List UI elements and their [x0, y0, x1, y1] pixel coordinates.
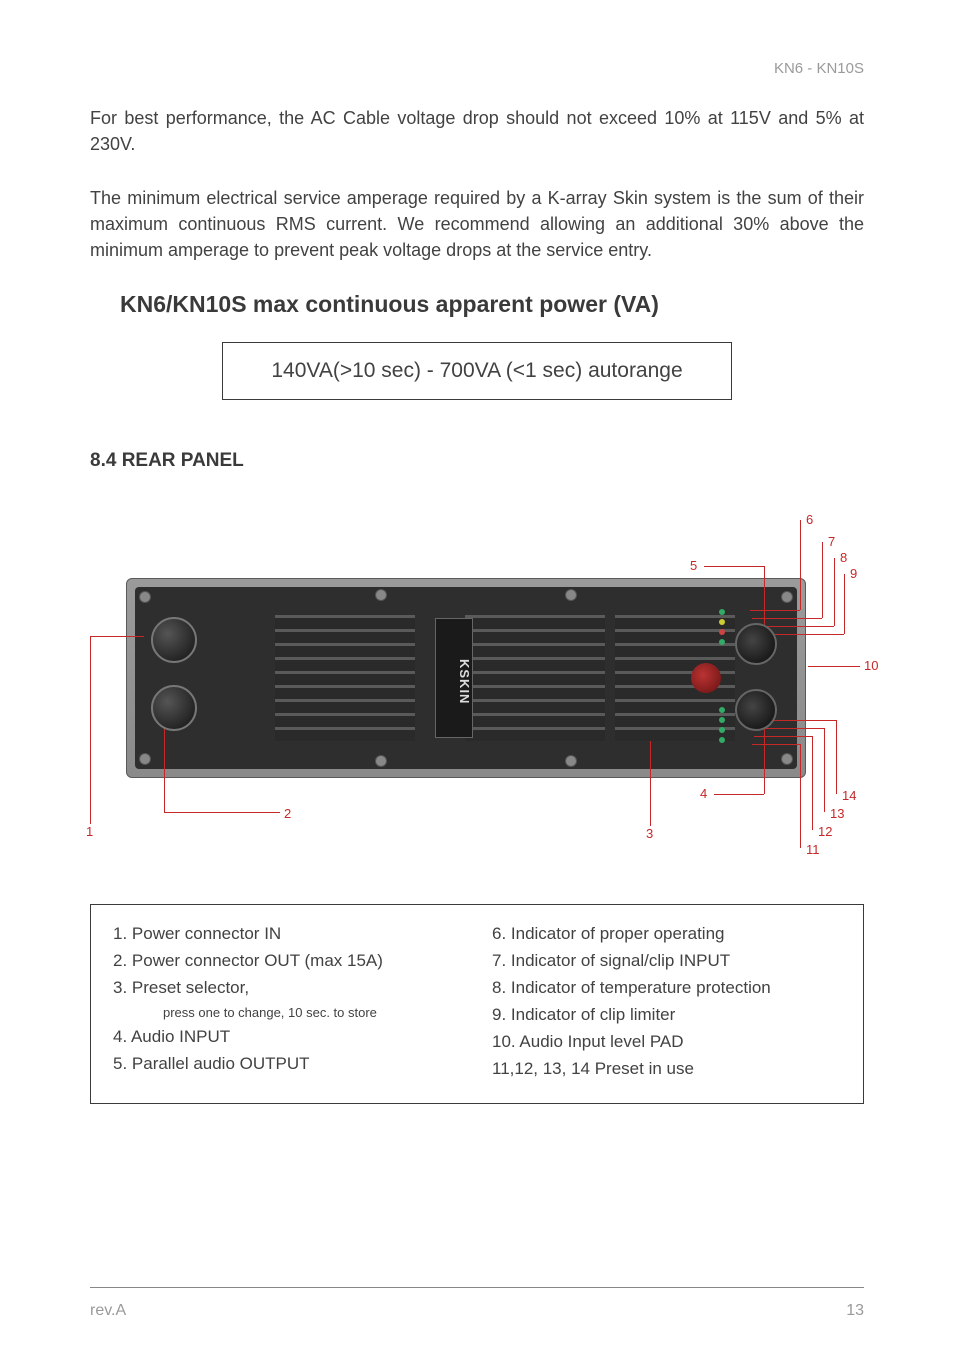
callout-7: 7: [828, 534, 835, 549]
callout-9: 9: [850, 566, 857, 581]
callout-line: [704, 566, 764, 567]
screw-icon: [139, 591, 151, 603]
callout-line: [834, 558, 835, 626]
callout-14: 14: [842, 788, 856, 803]
kskin-badge: KSKIN: [435, 618, 473, 738]
callout-line: [90, 636, 144, 637]
audio-input-xlr-icon: [735, 623, 777, 665]
heatsink-fins: [465, 615, 605, 741]
power-in-connector-icon: [151, 617, 197, 663]
legend-item: 2. Power connector OUT (max 15A): [113, 950, 462, 973]
led-icon: [719, 737, 725, 743]
callout-12: 12: [818, 824, 832, 839]
callout-line: [714, 794, 764, 795]
callout-2: 2: [284, 806, 291, 821]
legend-item: 11,12, 13, 14 Preset in use: [492, 1058, 841, 1081]
legend-item: 9. Indicator of clip limiter: [492, 1004, 841, 1027]
legend-item: 5. Parallel audio OUTPUT: [113, 1053, 462, 1076]
legend-item: 10. Audio Input level PAD: [492, 1031, 841, 1054]
callout-line: [808, 666, 860, 667]
panel-illustration: KSKIN: [126, 578, 806, 778]
callout-5: 5: [690, 558, 697, 573]
screw-icon: [781, 591, 793, 603]
callout-line: [836, 720, 837, 794]
paragraph-1: For best performance, the AC Cable volta…: [90, 105, 864, 157]
led-icon: [719, 707, 725, 713]
status-leds-top: [719, 609, 725, 649]
callout-6: 6: [806, 512, 813, 527]
va-title: KN6/KN10S max continuous apparent power …: [120, 291, 864, 318]
screw-icon: [375, 755, 387, 767]
screw-icon: [375, 589, 387, 601]
legend-right-column: 6. Indicator of proper operating 7. Indi…: [492, 923, 841, 1085]
led-icon: [719, 727, 725, 733]
page-footer: rev.A 13: [90, 1287, 864, 1320]
led-icon: [719, 609, 725, 615]
callout-line: [844, 574, 845, 634]
callout-4: 4: [700, 786, 707, 801]
screw-icon: [139, 753, 151, 765]
callout-line: [164, 812, 280, 813]
rear-panel-diagram: KSKIN: [86, 508, 876, 878]
va-value-box: 140VA(>10 sec) - 700VA (<1 sec) autorang…: [222, 342, 732, 400]
header-product: KN6 - KN10S: [90, 60, 864, 77]
legend-item: 6. Indicator of proper operating: [492, 923, 841, 946]
rear-panel-heading: 8.4 REAR PANEL: [90, 450, 864, 472]
revision-label: rev.A: [90, 1302, 126, 1320]
callout-3: 3: [646, 826, 653, 841]
legend-item: 4. Audio INPUT: [113, 1026, 462, 1049]
status-leds-bottom: [719, 707, 725, 747]
callout-11: 11: [806, 842, 820, 857]
legend-item-sub: press one to change, 10 sec. to store: [163, 1004, 462, 1022]
page-number: 13: [846, 1302, 864, 1320]
screw-icon: [565, 589, 577, 601]
callout-line: [822, 542, 823, 618]
led-icon: [719, 639, 725, 645]
callout-line: [812, 736, 813, 830]
callout-line: [90, 636, 91, 824]
callout-10: 10: [864, 658, 878, 673]
legend-item: 7. Indicator of signal/clip INPUT: [492, 950, 841, 973]
paragraph-2: The minimum electrical service amperage …: [90, 185, 864, 263]
legend-box: 1. Power connector IN 2. Power connector…: [90, 904, 864, 1104]
screw-icon: [781, 753, 793, 765]
heatsink-fins: [275, 615, 415, 741]
callout-line: [800, 520, 801, 610]
screw-icon: [565, 755, 577, 767]
led-icon: [719, 619, 725, 625]
audio-output-xlr-icon: [735, 689, 777, 731]
callout-line: [824, 728, 825, 812]
led-icon: [719, 629, 725, 635]
callout-8: 8: [840, 550, 847, 565]
legend-item: 3. Preset selector,: [113, 977, 462, 1000]
legend-item: 1. Power connector IN: [113, 923, 462, 946]
legend-left-column: 1. Power connector IN 2. Power connector…: [113, 923, 462, 1085]
power-out-connector-icon: [151, 685, 197, 731]
callout-1: 1: [86, 824, 93, 839]
callout-line: [800, 744, 801, 848]
callout-13: 13: [830, 806, 844, 821]
legend-item: 8. Indicator of temperature protection: [492, 977, 841, 1000]
led-icon: [719, 717, 725, 723]
